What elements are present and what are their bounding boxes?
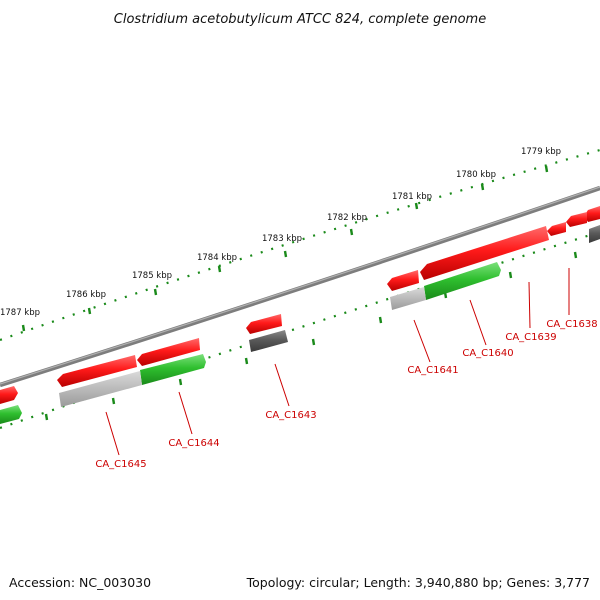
scale-label: 1784 kbp xyxy=(197,253,237,263)
gene-feature[interactable] xyxy=(140,354,206,385)
gene-label: CA_C1641 xyxy=(407,365,458,376)
gene-feature[interactable] xyxy=(566,212,587,227)
outer-scale-ring xyxy=(0,148,600,342)
scale-label: 1786 kbp xyxy=(66,290,106,300)
gene-feature[interactable] xyxy=(390,287,426,310)
gene-feature[interactable] xyxy=(57,355,137,387)
gene-feature[interactable] xyxy=(59,371,142,407)
gene-feature[interactable] xyxy=(246,314,282,334)
scale-label: 1782 kbp xyxy=(327,213,367,223)
label-leader-lines xyxy=(105,268,570,456)
inner-major-ticks xyxy=(44,251,578,421)
reverse-strand-genes xyxy=(0,225,600,424)
genome-backbone xyxy=(0,185,600,388)
gene-feature[interactable] xyxy=(387,270,419,291)
gene-label: CA_C1644 xyxy=(168,438,219,449)
scale-label: 1781 kbp xyxy=(392,192,432,202)
genome-summary-text: Topology: circular; Length: 3,940,880 bp… xyxy=(246,575,590,590)
scale-label: 1787 kbp xyxy=(0,308,40,318)
accession-text: Accession: NC_003030 xyxy=(9,575,151,590)
scale-label: 1780 kbp xyxy=(456,170,496,180)
gene-feature[interactable] xyxy=(0,405,22,424)
gene-feature[interactable] xyxy=(547,222,566,236)
gene-label: CA_C1643 xyxy=(265,410,316,421)
gene-feature[interactable] xyxy=(137,338,200,366)
scale-label: 1783 kbp xyxy=(262,234,302,244)
scale-label: 1779 kbp xyxy=(521,147,561,157)
genome-backbone-highlight xyxy=(0,186,600,385)
gene-label: CA_C1639 xyxy=(505,332,556,343)
forward-strand-genes xyxy=(0,206,600,404)
gene-feature[interactable] xyxy=(0,386,18,404)
gene-feature[interactable] xyxy=(584,206,600,222)
gene-label: CA_C1640 xyxy=(462,348,513,359)
gene-feature[interactable] xyxy=(249,330,288,352)
gene-label: CA_C1645 xyxy=(95,459,146,470)
gene-label: CA_C1638 xyxy=(546,319,597,330)
gene-feature[interactable] xyxy=(420,226,549,280)
gene-feature[interactable] xyxy=(424,262,501,300)
outer-major-ticks xyxy=(21,165,549,332)
gene-feature[interactable] xyxy=(589,225,600,243)
map-title: Clostridium acetobutylicum ATCC 824, com… xyxy=(114,12,486,27)
scale-label: 1785 kbp xyxy=(132,271,172,281)
